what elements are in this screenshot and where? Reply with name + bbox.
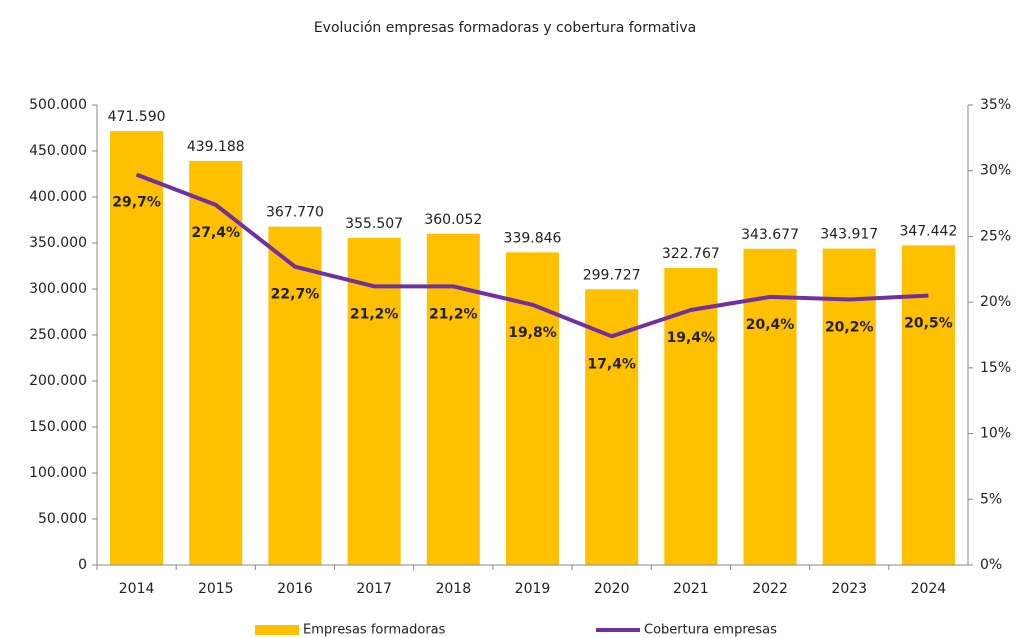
bar-value-label: 355.507	[345, 216, 403, 232]
line-value-label: 20,4%	[746, 317, 795, 333]
bar-value-label: 339.846	[504, 230, 562, 246]
bar-value-label: 471.590	[108, 109, 166, 125]
bar	[822, 248, 876, 565]
y-tick-label: 150.000	[29, 419, 87, 435]
x-tick-label: 2023	[831, 581, 867, 597]
y-tick-label: 300.000	[29, 281, 87, 297]
x-tick-label: 2022	[752, 581, 788, 597]
x-tick-label: 2015	[198, 581, 234, 597]
y-tick-label: 100.000	[29, 465, 87, 481]
y2-tick-label: 30%	[980, 163, 1011, 179]
y2-tick-label: 0%	[980, 557, 1002, 573]
legend-swatch	[255, 625, 299, 635]
line	[135, 172, 929, 339]
y2-tick-label: 5%	[980, 491, 1002, 507]
bar	[901, 245, 955, 565]
y2-tick-label: 35%	[980, 97, 1011, 113]
y-tick-label: 0	[78, 557, 87, 573]
bar-value-label: 347.442	[899, 223, 957, 239]
y2-tick-label: 15%	[980, 360, 1011, 376]
y-tick-label: 400.000	[29, 189, 87, 205]
line-value-label: 21,2%	[350, 306, 399, 322]
y-tick-label: 200.000	[29, 373, 87, 389]
y2-tick-label: 25%	[980, 228, 1011, 244]
x-tick-label: 2016	[277, 581, 313, 597]
y-tick-label: 500.000	[29, 97, 87, 113]
line-value-label: 19,4%	[667, 330, 716, 346]
bar	[347, 237, 401, 565]
bar	[426, 233, 480, 565]
bar	[664, 268, 718, 565]
x-tick-label: 2014	[119, 581, 155, 597]
bar-value-label: 360.052	[424, 212, 482, 228]
bar-value-label: 343.917	[820, 227, 878, 243]
bar-value-label: 299.727	[583, 267, 641, 283]
line-value-label: 17,4%	[587, 356, 636, 372]
y-tick-label: 450.000	[29, 143, 87, 159]
line-value-label: 22,7%	[271, 287, 320, 303]
legend-label: Cobertura empresas	[644, 623, 777, 638]
line-value-label: 20,5%	[904, 316, 953, 332]
bar	[110, 131, 164, 565]
y-tick-label: 250.000	[29, 327, 87, 343]
y2-tick-label: 10%	[980, 426, 1011, 442]
x-tick-label: 2019	[515, 581, 551, 597]
bar-value-label: 343.677	[741, 227, 799, 243]
line-value-label: 19,8%	[508, 325, 557, 341]
x-tick-label: 2024	[911, 581, 947, 597]
bar	[189, 160, 243, 566]
bar-value-label: 367.770	[266, 205, 324, 221]
x-tick-label: 2021	[673, 581, 709, 597]
line-value-label: 21,2%	[429, 306, 478, 322]
y-tick-label: 350.000	[29, 235, 87, 251]
line-value-label: 20,2%	[825, 320, 874, 336]
line-value-label: 27,4%	[191, 225, 240, 241]
legend-label: Empresas formadoras	[303, 623, 446, 638]
x-tick-label: 2017	[356, 581, 392, 597]
chart-title: Evolución empresas formadoras y cobertur…	[314, 20, 696, 36]
y2-tick-label: 20%	[980, 294, 1011, 310]
bar-value-label: 322.767	[662, 246, 720, 262]
bar-value-label: 439.188	[187, 139, 245, 155]
y-tick-label: 50.000	[38, 511, 87, 527]
line-value-label: 29,7%	[112, 195, 161, 211]
x-tick-label: 2018	[435, 581, 471, 597]
bar	[268, 226, 322, 565]
x-tick-label: 2020	[594, 581, 630, 597]
